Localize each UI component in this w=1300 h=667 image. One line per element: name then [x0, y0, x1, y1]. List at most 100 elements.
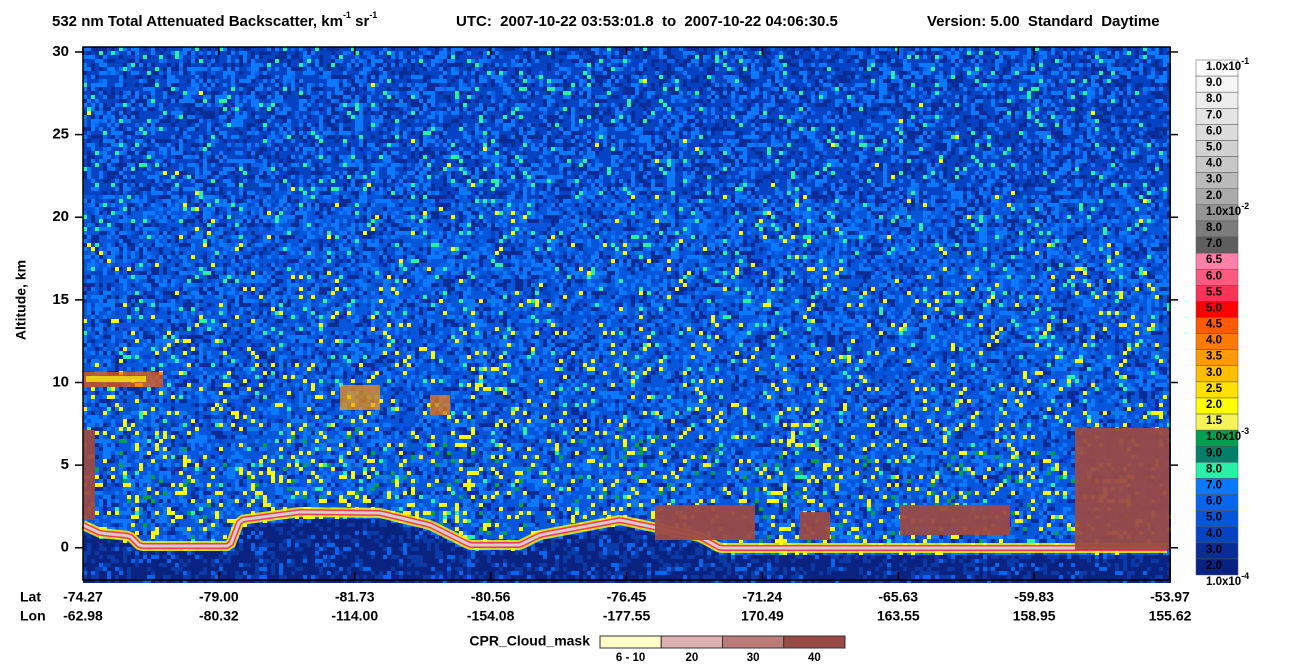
title-sup: -1 — [343, 10, 351, 20]
title-text: 532 nm Total Attenuated Backscatter, km — [52, 13, 343, 30]
colorbar-label: 8.0 — [1206, 93, 1222, 105]
lat-label: -59.83 — [1014, 589, 1054, 605]
colorbar-label: 6.5 — [1206, 254, 1223, 266]
curtain-image — [80, 47, 1171, 583]
lon-label: 163.55 — [877, 608, 920, 624]
colorbar-label: 1.5 — [1206, 415, 1223, 427]
cloud-mask-swatch — [599, 635, 662, 649]
colorbar-label: 3.0 — [1206, 544, 1222, 556]
colorbar-label: 6.0 — [1206, 125, 1222, 137]
title-sup: -1 — [369, 10, 377, 20]
colorbar-label-exp: -4 — [1241, 571, 1249, 581]
colorbar-label-base: 1.0x10 — [1206, 431, 1241, 443]
cpr-cloud-patch — [900, 505, 1010, 535]
colorbar-label-exp: -1 — [1241, 56, 1249, 66]
colorbar-label: 2.5 — [1206, 383, 1223, 395]
lat-label: -74.27 — [63, 589, 103, 605]
y-tick-label: 25 — [52, 126, 69, 143]
colorbar-label: 2.0 — [1206, 399, 1222, 411]
lon-label: -62.98 — [63, 608, 103, 624]
colorbar-label: 5.5 — [1206, 286, 1223, 298]
colorbar-label: 9.0 — [1206, 77, 1222, 89]
colorbar-label: 5.0 — [1206, 512, 1222, 524]
colorbar-label: 9.0 — [1206, 447, 1222, 459]
colorbar-label: 4.0 — [1206, 528, 1222, 540]
cloud-signal — [430, 395, 450, 415]
cloud-mask-label: 30 — [747, 652, 760, 664]
colorbar-label: 7.0 — [1206, 238, 1222, 250]
colorbar-label: 4.0 — [1206, 158, 1222, 170]
colorbar-label: 1.0x10-4 — [1206, 571, 1249, 588]
y-tick-label: 10 — [52, 373, 69, 390]
cloud-mask-label: 20 — [685, 652, 698, 664]
colorbar-label: 3.0 — [1206, 174, 1222, 186]
surface-band — [82, 510, 1167, 550]
utc-range: UTC: 2007-10-22 03:53:01.8 to 2007-10-22… — [456, 13, 838, 30]
lon-label: -154.08 — [467, 608, 515, 624]
colorbar-label: 5.0 — [1206, 302, 1222, 314]
lon-label: -80.32 — [199, 608, 239, 624]
curtain-noise — [83, 519, 1171, 583]
colorbar-label: 1.0x10-2 — [1206, 201, 1249, 218]
colorbar-label-base: 1.0x10 — [1206, 206, 1241, 218]
colorbar-label: 1.0x10-3 — [1206, 427, 1249, 444]
colorbar-label: 6.0 — [1206, 270, 1222, 282]
cloud-mask-label: 6 - 10 — [616, 652, 645, 664]
colorbar-label-base: 1.0x10 — [1206, 576, 1241, 588]
cpr-cloud-patch — [655, 505, 755, 540]
y-tick-label: 5 — [61, 456, 69, 473]
chart-title: 532 nm Total Attenuated Backscatter, km-… — [52, 10, 377, 30]
colorbar-label: 3.5 — [1206, 351, 1223, 363]
cpr-cloud-patch — [83, 430, 95, 520]
colorbar-label: 7.0 — [1206, 109, 1222, 121]
lon-label: -177.55 — [603, 608, 651, 624]
colorbar-label: 5.0 — [1206, 142, 1222, 154]
curtain-noise — [83, 47, 1171, 555]
colorbar-swatch — [1195, 558, 1239, 576]
colorbar-label: 1.0x10-1 — [1206, 56, 1249, 73]
curtain-noise — [83, 47, 1171, 555]
lat-label: -79.00 — [199, 589, 239, 605]
cloud-mask-title: CPR_Cloud_mask — [469, 633, 590, 649]
cloud-signal — [340, 385, 380, 410]
cpr-cloud-patch — [800, 512, 830, 540]
y-tick-label: 20 — [52, 208, 69, 225]
cloud-mask-swatch — [783, 635, 846, 649]
x-row-label: Lat — [20, 589, 41, 605]
cloud-mask-swatch — [722, 635, 785, 649]
colorbar-label-exp: -3 — [1241, 427, 1249, 437]
colorbar-label: 4.0 — [1206, 335, 1222, 347]
lat-label: -53.97 — [1150, 589, 1190, 605]
y-tick-label: 30 — [52, 43, 69, 60]
colorbar-label: 3.0 — [1206, 367, 1222, 379]
lat-label: -71.24 — [743, 589, 783, 605]
cloud-mask-label: 40 — [808, 652, 821, 664]
title-unit: sr — [351, 13, 370, 30]
cpr-cloud-patch — [1075, 428, 1170, 550]
colorbar-label: 4.5 — [1206, 319, 1223, 331]
lat-label: -80.56 — [471, 589, 511, 605]
lon-label: 155.62 — [1149, 608, 1192, 624]
colorbar-label: 7.0 — [1206, 479, 1222, 491]
lon-label: 158.95 — [1013, 608, 1056, 624]
colorbar-label: 6.0 — [1206, 496, 1222, 508]
lon-label: -114.00 — [331, 608, 378, 624]
y-tick-label: 0 — [61, 539, 69, 556]
colorbar-label-base: 1.0x10 — [1206, 61, 1241, 73]
y-axis-label: Altitude, km — [13, 260, 29, 340]
cloud-mask-swatch — [660, 635, 723, 649]
cloud-signal — [86, 376, 146, 382]
version: Version: 5.00 Standard Daytime — [927, 13, 1160, 30]
curtain-noise — [83, 47, 1171, 583]
lon-label: 170.49 — [741, 608, 784, 624]
colorbar-label: 8.0 — [1206, 222, 1222, 234]
colorbar-label: 2.0 — [1206, 190, 1222, 202]
colorbar-label-exp: -2 — [1241, 201, 1249, 211]
colorbar-label: 2.0 — [1206, 560, 1222, 572]
x-row-label: Lon — [20, 608, 46, 624]
lat-label: -81.73 — [335, 589, 375, 605]
lat-label: -65.63 — [878, 589, 918, 605]
colorbar-label: 8.0 — [1206, 463, 1222, 475]
y-tick-label: 15 — [52, 291, 69, 308]
